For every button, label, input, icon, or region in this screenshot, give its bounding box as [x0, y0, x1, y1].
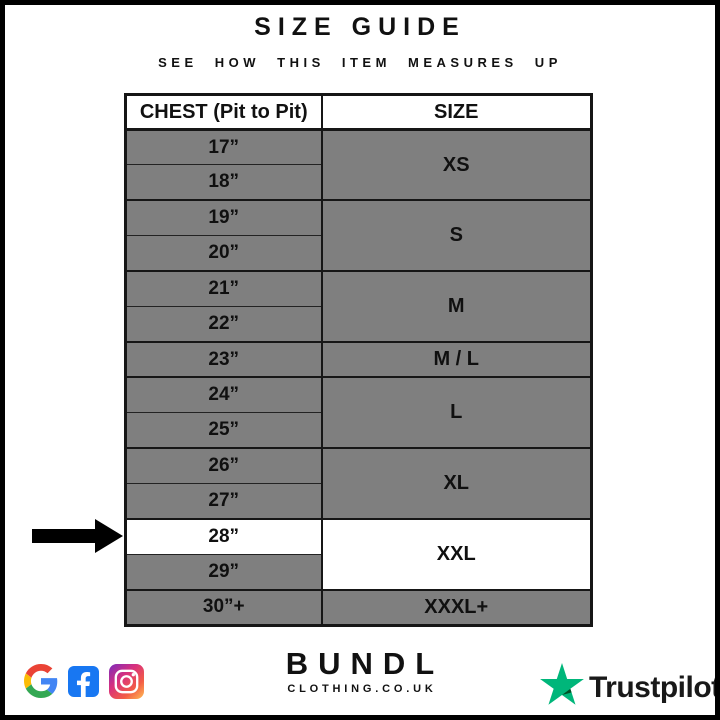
chest-cell: 20”	[125, 235, 322, 272]
size-table-body: 17” XS 18” 19” S 20” 21” M 22” 23” M / L 24” L 25” 26”…	[125, 128, 592, 626]
chest-cell: 28”	[125, 518, 322, 556]
table-row: 29”	[125, 554, 592, 591]
chest-cell: 24”	[125, 376, 322, 414]
instagram-icon	[109, 663, 144, 699]
page-title: SIZE GUIDE	[254, 13, 466, 41]
brand-tagline: CLOTHING.CO.UK	[287, 683, 437, 695]
table-row: 30”+ XXXL+	[125, 588, 592, 626]
trustpilot-logo: Trustpilot	[540, 663, 720, 705]
size-cell: L	[320, 376, 592, 449]
chest-cell: 23”	[125, 341, 322, 378]
table-row: 19” S	[125, 199, 592, 272]
table-row: 21” M	[125, 270, 592, 343]
table-row: 27”	[125, 483, 592, 520]
chest-cell: 26”	[125, 447, 322, 485]
brand-name: BUNDL	[285, 646, 445, 681]
table-row: 22”	[125, 306, 592, 343]
google-icon	[24, 664, 58, 698]
size-cell: XS	[320, 128, 592, 201]
social-logos	[24, 662, 144, 700]
table-row: 24” L	[125, 376, 592, 449]
chest-cell: 19”	[125, 199, 322, 237]
chest-cell: 18”	[125, 164, 322, 201]
chest-cell: 30”+	[125, 588, 322, 626]
size-cell: M	[320, 270, 592, 343]
table-row: 28” XXL	[125, 518, 592, 591]
chest-cell: 29”	[125, 554, 322, 591]
chest-column-header: CHEST (Pit to Pit)	[124, 93, 323, 131]
page-subtitle: SEE HOW THIS ITEM MEASURES UP	[158, 55, 562, 70]
trustpilot-label: Trustpilot	[589, 671, 720, 704]
table-row: 25”	[125, 412, 592, 449]
trustpilot-star-icon	[540, 663, 584, 705]
size-cell: M / L	[320, 341, 592, 378]
size-cell: XL	[320, 447, 592, 520]
size-table: CHEST (Pit to Pit) SIZE 17” XS 18” 19” S 20” 2…	[124, 93, 593, 627]
facebook-icon	[68, 665, 99, 697]
chest-cell: 17”	[125, 128, 322, 166]
table-row: 17” XS	[125, 128, 592, 201]
chest-cell: 22”	[125, 306, 322, 343]
size-cell: XXXL+	[320, 588, 592, 626]
table-header-row: CHEST (Pit to Pit) SIZE	[124, 93, 593, 131]
chest-cell: 27”	[125, 483, 322, 520]
size-column-header: SIZE	[320, 93, 593, 131]
chest-cell: 21”	[125, 270, 322, 308]
size-cell: S	[320, 199, 592, 272]
size-cell: XXL	[320, 518, 592, 591]
table-row: 23” M / L	[125, 341, 592, 378]
brand-logo: BUNDL CLOTHING.CO.UK	[0, 646, 720, 695]
pointer-arrow-icon	[32, 519, 123, 553]
table-row: 20”	[125, 235, 592, 272]
table-row: 26” XL	[125, 447, 592, 520]
chest-cell: 25”	[125, 412, 322, 449]
